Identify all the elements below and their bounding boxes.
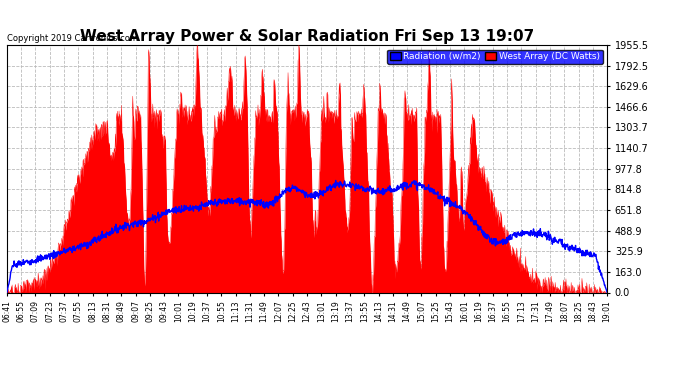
Text: Copyright 2019 Cartronics.com: Copyright 2019 Cartronics.com (7, 33, 138, 42)
Legend: Radiation (w/m2), West Array (DC Watts): Radiation (w/m2), West Array (DC Watts) (387, 50, 602, 64)
Title: West Array Power & Solar Radiation Fri Sep 13 19:07: West Array Power & Solar Radiation Fri S… (80, 29, 534, 44)
